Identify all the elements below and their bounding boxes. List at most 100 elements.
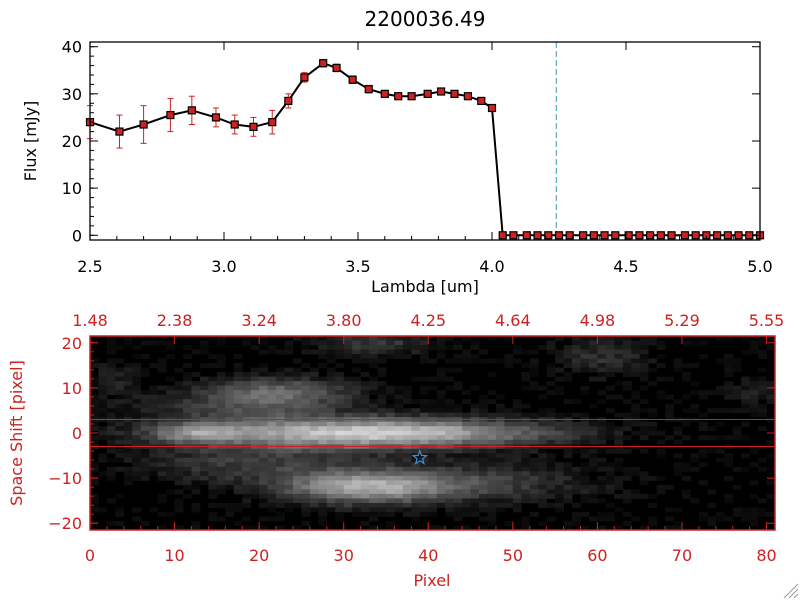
image-pixel [479,502,488,508]
x-tick-label: 3.0 [211,257,236,276]
image-pixel [352,493,362,499]
image-pixel [732,484,742,490]
image-pixel [546,349,556,355]
image-pixel [115,381,125,387]
image-pixel [411,466,421,472]
image-pixel [225,408,235,414]
flux-series-line [89,62,760,237]
image-pixel [369,507,378,513]
image-pixel [216,358,226,364]
image-pixel [411,480,421,486]
image-pixel [588,426,598,432]
image-pixel [614,381,624,387]
image-pixel [394,340,404,346]
image-pixel [183,471,192,477]
image-pixel [419,507,429,513]
image-pixel [352,403,362,409]
image-pixel [292,480,302,486]
image-pixel [208,430,218,436]
image-pixel [318,493,328,499]
image-pixel [377,466,387,472]
image-pixel [758,349,767,355]
image-pixel [462,336,471,341]
image-pixel [90,381,99,387]
image-pixel [166,340,175,346]
image-pixel [656,340,666,346]
image-pixel [106,363,116,368]
image-pixel [377,426,387,432]
image-pixel [208,399,218,405]
image-pixel [758,408,767,414]
image-pixel [174,435,184,441]
image-pixel [470,507,480,513]
image-pixel [183,457,192,463]
image-pixel [259,376,268,382]
image-pixel [183,385,192,391]
image-pixel [749,511,759,517]
image-pixel [436,376,446,382]
image-pixel [462,511,471,517]
image-pixel [673,520,683,526]
image-pixel [174,412,184,418]
image-pixel [546,493,556,499]
image-pixel [292,394,302,400]
image-pixel [563,349,573,355]
data-point [487,103,497,113]
image-pixel [580,448,590,454]
image-pixel [758,457,767,463]
image-pixel [597,430,607,436]
image-pixel [343,498,353,504]
image-pixel [385,430,395,436]
image-pixel [572,471,581,477]
image-pixel [428,345,438,350]
image-pixel [453,493,463,499]
data-point [407,92,416,101]
image-pixel [183,439,192,445]
image-pixel [233,471,243,477]
image-pixel [504,462,514,468]
image-pixel [343,385,353,391]
image-pixel [470,453,480,459]
image-pixel [487,480,497,486]
image-pixel [487,390,497,396]
image-pixel [284,345,294,350]
image-pixel [749,394,759,400]
image-pixel [419,358,429,364]
image-pixel [326,439,336,445]
image-pixel [462,480,471,486]
image-pixel [563,493,573,499]
image-pixel [495,403,505,409]
image-pixel [208,336,218,341]
resize-grip-icon[interactable] [783,583,799,599]
image-pixel [284,408,294,414]
image-pixel [259,403,268,409]
image-pixel [132,448,142,454]
image-pixel [411,408,421,414]
data-point [284,96,293,106]
image-pixel [183,399,192,405]
image-pixel [292,439,302,445]
image-pixel [428,475,438,481]
image-pixel [479,466,488,472]
image-pixel [140,340,150,346]
image-pixel [749,385,759,391]
image-pixel [267,421,277,427]
image-pixel [639,471,649,477]
image-pixel [216,516,226,522]
image-pixel [758,394,767,400]
image-pixel [259,489,268,495]
image-pixel [563,439,573,445]
image-pixel [631,471,641,477]
image-pixel [267,403,277,409]
image-pixel [267,394,277,400]
image-pixel [284,457,294,463]
image-pixel [157,475,167,481]
image-pixel [140,354,150,359]
image-pixel [453,358,463,364]
image-overlays [90,418,775,465]
image-pixel [276,466,285,472]
image-pixel [292,390,302,396]
image-pixel [106,421,116,427]
image-pixel [445,435,455,441]
image-pixel [673,439,683,445]
